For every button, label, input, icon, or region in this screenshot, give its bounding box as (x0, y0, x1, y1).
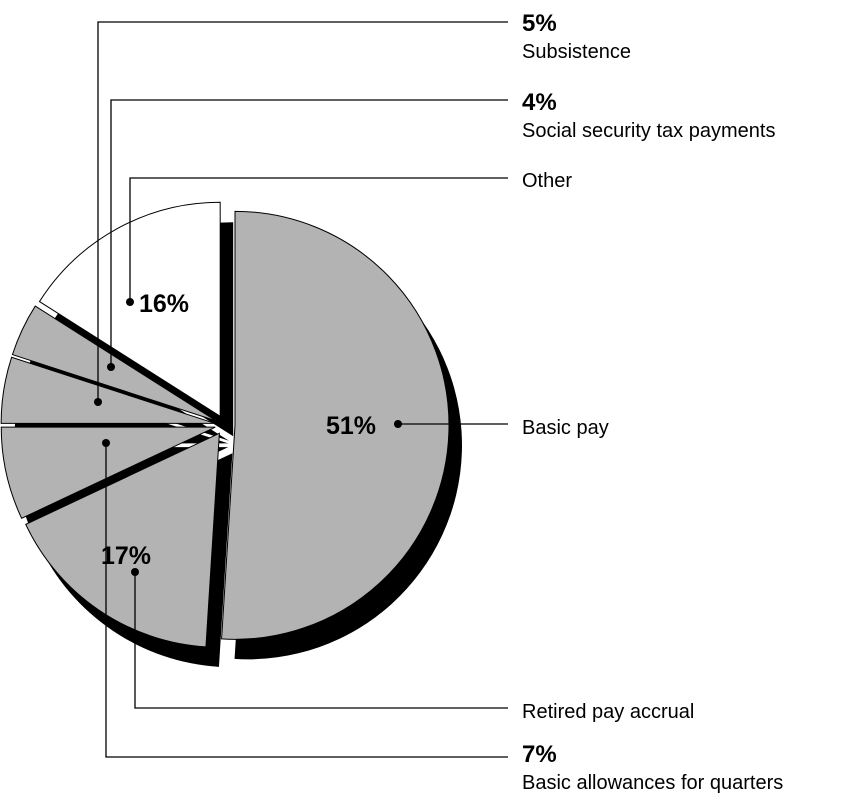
slice-basic-allowances-for-quarters (0, 426, 216, 519)
slice-label-basic-pay: Basic pay (522, 417, 609, 439)
slice-retired-pay-accrual (25, 432, 220, 648)
slice-value-social-security: 4% (522, 89, 557, 116)
leader-lines (94, 21, 508, 758)
slice-value-other: 16% (139, 290, 189, 318)
leader-line-other (129, 177, 508, 302)
slice-value-retired-pay-accrual: 17% (101, 542, 151, 570)
slice-label-social-security: Social security tax payments (522, 120, 775, 142)
slice-value-basic-pay: 51% (326, 412, 376, 440)
leader-dot-basic-allowances (102, 439, 110, 447)
leader-line-subsistence (97, 21, 508, 402)
pie-slices (0, 201, 450, 648)
leader-dot-social-security (107, 363, 115, 371)
slice-label-retired-pay-accrual: Retired pay accrual (522, 701, 694, 723)
leader-dot-other (126, 298, 134, 306)
leader-dot-retired-pay-accrual (131, 568, 139, 576)
leader-dot-subsistence (94, 398, 102, 406)
leader-dot-basic-pay (394, 420, 402, 428)
leader-line-basic-allowances (105, 443, 508, 758)
slice-basic-pay (221, 210, 450, 640)
slice-label-other: Other (522, 170, 572, 192)
slice-subsistence (0, 356, 216, 424)
slice-social-security-tax-payments (11, 305, 217, 422)
slice-value-basic-allowances: 7% (522, 741, 557, 768)
slice-value-subsistence: 5% (522, 10, 557, 37)
slice-label-subsistence: Subsistence (522, 41, 631, 63)
leader-line-social-security (110, 99, 508, 367)
leader-line-retired-pay-accrual (134, 572, 508, 709)
slice-label-basic-allowances: Basic allowances for quarters (522, 772, 783, 794)
slice-other (38, 201, 221, 418)
